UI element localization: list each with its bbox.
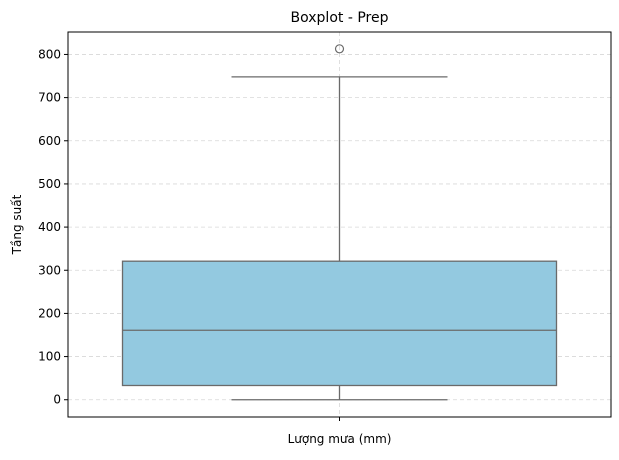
box-iqr [121,260,558,387]
y-tick-label: 100 [38,350,61,364]
y-tick-label: 500 [38,177,61,191]
y-axis-label: Tầng suất [10,194,24,255]
y-tick-label: 0 [53,393,61,407]
y-tick-label: 800 [38,47,61,61]
y-tick-label: 300 [38,263,61,277]
y-tick-label: 700 [38,91,61,105]
y-axis: 0 100 200 300 400 500 600 700 800 [38,47,68,407]
outlier-point [334,44,345,54]
y-tick-label: 400 [38,220,61,234]
x-axis-label: Lượng mưa (mm) [288,432,392,446]
boxplot [121,44,558,401]
y-tick-label: 200 [38,306,61,320]
y-tick-label: 600 [38,134,61,148]
chart-title: Boxplot - Prep [291,10,389,26]
